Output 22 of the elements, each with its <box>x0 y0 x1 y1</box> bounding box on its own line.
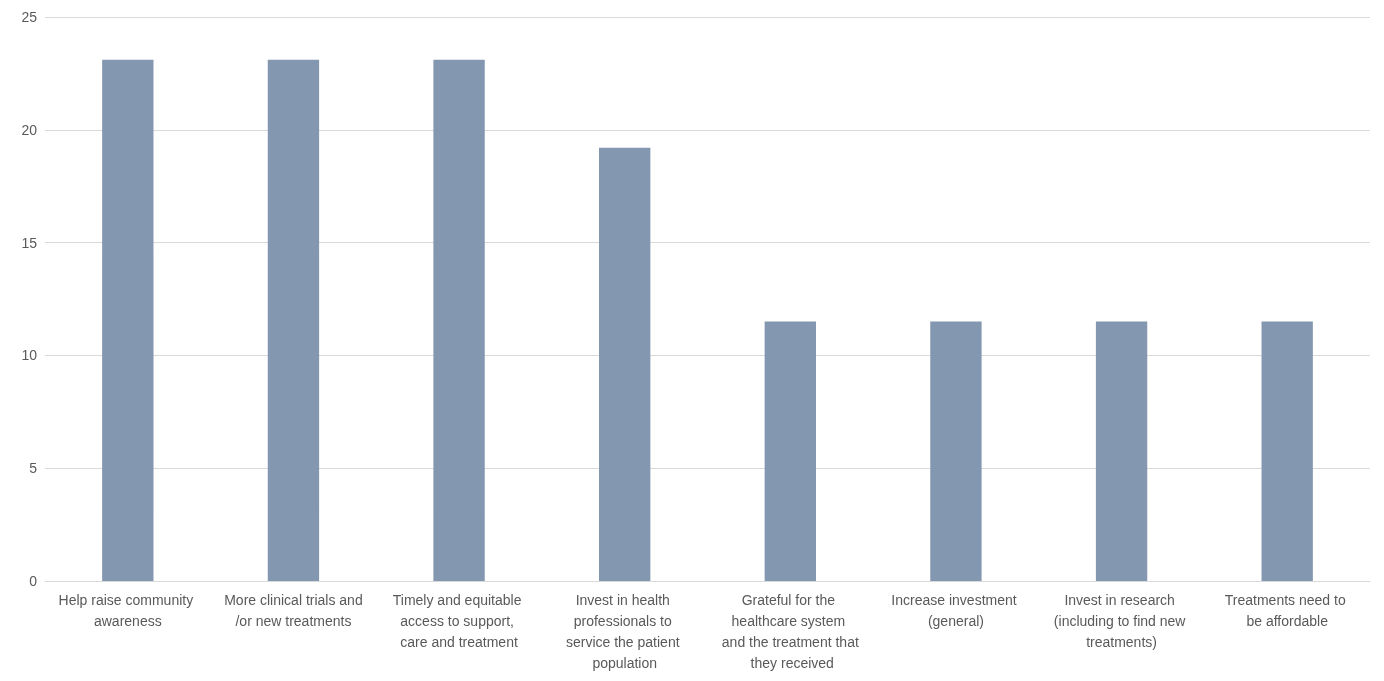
x-tick-label: More clinical trials and/or new treatments <box>224 591 363 629</box>
y-tick-label: 0 <box>29 573 38 589</box>
x-tick-label: Timely and equitable access to support, care and treatment <box>392 591 526 650</box>
bar <box>102 59 154 581</box>
x-tick-label: Increase investment (general) <box>891 591 1021 629</box>
y-tick-label: 15 <box>21 234 38 251</box>
bar <box>1261 321 1313 581</box>
bar <box>930 321 982 581</box>
x-tick-label: Invest in research (including to find new treatments) <box>1053 591 1190 650</box>
bar <box>433 59 485 581</box>
y-tick-label: 20 <box>21 121 38 138</box>
bar <box>599 147 651 581</box>
y-tick-label: 5 <box>29 460 38 477</box>
x-tick-label: Help raise community awareness <box>58 591 198 629</box>
x-tick-label: Grateful for the healthcare system and the treatment that they received <box>721 591 859 671</box>
y-tick-label: 10 <box>21 347 38 364</box>
y-tick-label: 25 <box>21 9 38 25</box>
bar <box>1095 321 1148 581</box>
x-tick-label: Invest in health professionals to service the patient population <box>565 591 684 671</box>
x-tick-label: Treatments need to be affordable <box>1224 591 1350 629</box>
bar <box>267 59 320 581</box>
bar <box>764 321 816 581</box>
